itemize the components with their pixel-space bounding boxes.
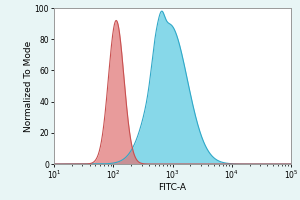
Y-axis label: Normalized To Mode: Normalized To Mode [24, 40, 33, 132]
X-axis label: FITC-A: FITC-A [158, 183, 187, 192]
